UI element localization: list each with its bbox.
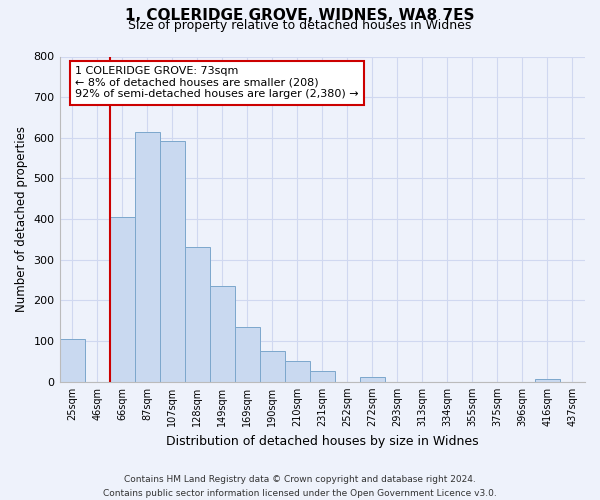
Text: 1, COLERIDGE GROVE, WIDNES, WA8 7ES: 1, COLERIDGE GROVE, WIDNES, WA8 7ES (125, 8, 475, 22)
Text: 1 COLERIDGE GROVE: 73sqm
← 8% of detached houses are smaller (208)
92% of semi-d: 1 COLERIDGE GROVE: 73sqm ← 8% of detache… (76, 66, 359, 100)
Bar (535, 379, 560, 382)
Bar (134, 132, 160, 382)
Bar (235, 326, 260, 382)
Bar (160, 142, 185, 382)
Bar (285, 362, 310, 382)
Text: Contains HM Land Registry data © Crown copyright and database right 2024.
Contai: Contains HM Land Registry data © Crown c… (103, 476, 497, 498)
Bar (209, 286, 235, 382)
Bar (310, 371, 335, 382)
Text: Size of property relative to detached houses in Widnes: Size of property relative to detached ho… (128, 18, 472, 32)
Y-axis label: Number of detached properties: Number of detached properties (15, 126, 28, 312)
X-axis label: Distribution of detached houses by size in Widnes: Distribution of detached houses by size … (166, 434, 479, 448)
Bar (110, 217, 134, 382)
Bar (260, 351, 285, 382)
Bar (185, 247, 209, 382)
Bar (59, 338, 85, 382)
Bar (360, 378, 385, 382)
